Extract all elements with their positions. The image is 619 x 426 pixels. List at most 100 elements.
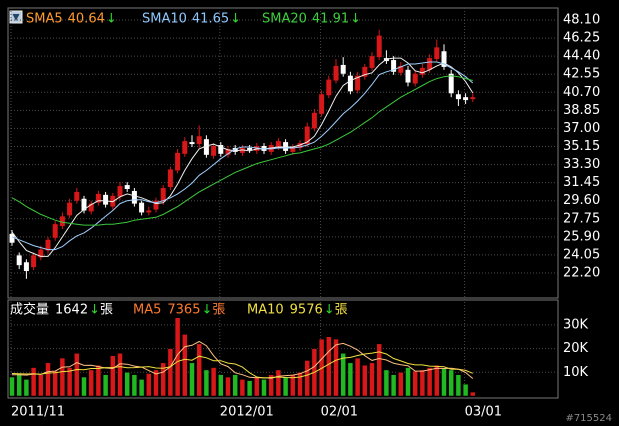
legend-name: SMA5: [26, 12, 63, 27]
volume-bar: [304, 360, 310, 397]
volume-legend-unit: 張: [212, 303, 225, 318]
volume-bar: [441, 368, 447, 397]
volume-bar: [254, 376, 260, 397]
candle-body: [340, 64, 346, 74]
legend-arrow: ↓: [230, 12, 241, 27]
volume-bar: [318, 338, 325, 397]
x-tick-label: 2011/11: [11, 405, 65, 420]
candle-body: [355, 75, 361, 91]
y-tick-label: 40.70: [563, 85, 600, 100]
volume-bar: [268, 374, 274, 397]
y-tick-label: 25.90: [563, 229, 600, 244]
legend-arrow: ↓: [350, 12, 361, 27]
volume-bar: [354, 357, 361, 397]
volume-bar: [59, 357, 66, 397]
volume-bar: [45, 362, 51, 397]
volume-bar: [462, 383, 469, 397]
candle-body: [232, 147, 238, 152]
candle-body: [175, 152, 181, 171]
candle-body: [239, 147, 245, 153]
candle-body: [95, 193, 101, 203]
ma-line: [11, 57, 474, 257]
volume-bar: [9, 376, 15, 397]
volume-bar: [174, 317, 181, 397]
volume-legend-unit: 張: [335, 303, 348, 318]
volume-bar: [297, 372, 303, 397]
candle-body: [311, 112, 317, 129]
volume-bar: [448, 369, 454, 397]
volume-bar: [326, 336, 332, 397]
legend-name: SMA10: [142, 12, 187, 27]
volume-bar: [131, 374, 138, 397]
volume-bar: [225, 376, 231, 397]
candle-body: [59, 216, 65, 227]
candle-body: [247, 147, 253, 150]
legend-value: 40.64: [68, 12, 105, 27]
watermark: #715524: [565, 413, 612, 424]
candle-body: [81, 198, 87, 211]
candle-body: [45, 239, 51, 251]
candle-body: [67, 202, 73, 216]
volume-bar: [218, 374, 224, 397]
volume-bar: [153, 369, 159, 397]
volume-bar: [124, 372, 130, 397]
candle-body: [297, 143, 303, 148]
volume-bar: [88, 369, 94, 397]
candle-body: [167, 169, 173, 188]
volume-legend-value: 7365: [167, 303, 200, 318]
legend-value: 41.91: [312, 12, 349, 27]
candle-body: [153, 200, 159, 210]
candle-body: [470, 97, 476, 100]
candle-body: [369, 56, 375, 68]
volume-bar: [81, 376, 87, 397]
candle-body: [117, 186, 123, 197]
volume-legend-name: MA10: [247, 303, 284, 318]
volume-bar: [117, 353, 123, 397]
volume-bar: [210, 367, 217, 397]
y-tick-label: 29.60: [563, 193, 600, 208]
volume-legend-unit: 張: [100, 303, 113, 318]
volume-ma-line: [11, 351, 473, 379]
volume-bar: [74, 353, 80, 397]
volume-bar: [398, 372, 404, 397]
volume-bar: [369, 362, 375, 397]
y-tick-label: 31.45: [563, 175, 600, 190]
volume-tick-label: 10K: [563, 365, 589, 380]
volume-legend-value: 9576: [290, 303, 323, 318]
candle-body: [160, 188, 166, 202]
candle-body: [441, 51, 447, 67]
candle-body: [275, 141, 281, 147]
volume-bar: [66, 367, 73, 397]
candle-body: [182, 141, 188, 154]
volume-bar: [102, 374, 109, 397]
x-tick-label: 03/01: [465, 405, 502, 420]
candle-body: [412, 73, 418, 84]
candle-body: [23, 262, 29, 272]
y-tick-label: 24.05: [563, 247, 600, 262]
volume-bar: [23, 379, 30, 397]
candle-body: [304, 126, 310, 145]
volume-bar: [383, 369, 390, 397]
candle-body: [146, 210, 152, 213]
candle-body: [398, 65, 404, 73]
candle-body: [448, 73, 454, 94]
x-tick-label: 2012/01: [220, 405, 274, 420]
volume-bar: [196, 343, 202, 397]
candle-body: [333, 65, 339, 81]
candle-body: [463, 97, 469, 101]
volume-bar: [405, 367, 411, 397]
candle-body: [455, 94, 461, 100]
volume-bar: [340, 353, 346, 397]
ma-line: [11, 75, 473, 226]
volume-bar: [110, 355, 116, 397]
volume-bar: [390, 374, 397, 397]
candle-body: [103, 194, 109, 205]
y-tick-label: 35.15: [563, 139, 600, 154]
candle-body: [196, 136, 202, 145]
volume-bar: [182, 334, 188, 397]
volume-bar: [412, 370, 418, 397]
candle-body: [391, 60, 397, 72]
candle-body: [139, 202, 145, 213]
candle-body: [16, 255, 22, 266]
candle-body: [218, 145, 224, 154]
